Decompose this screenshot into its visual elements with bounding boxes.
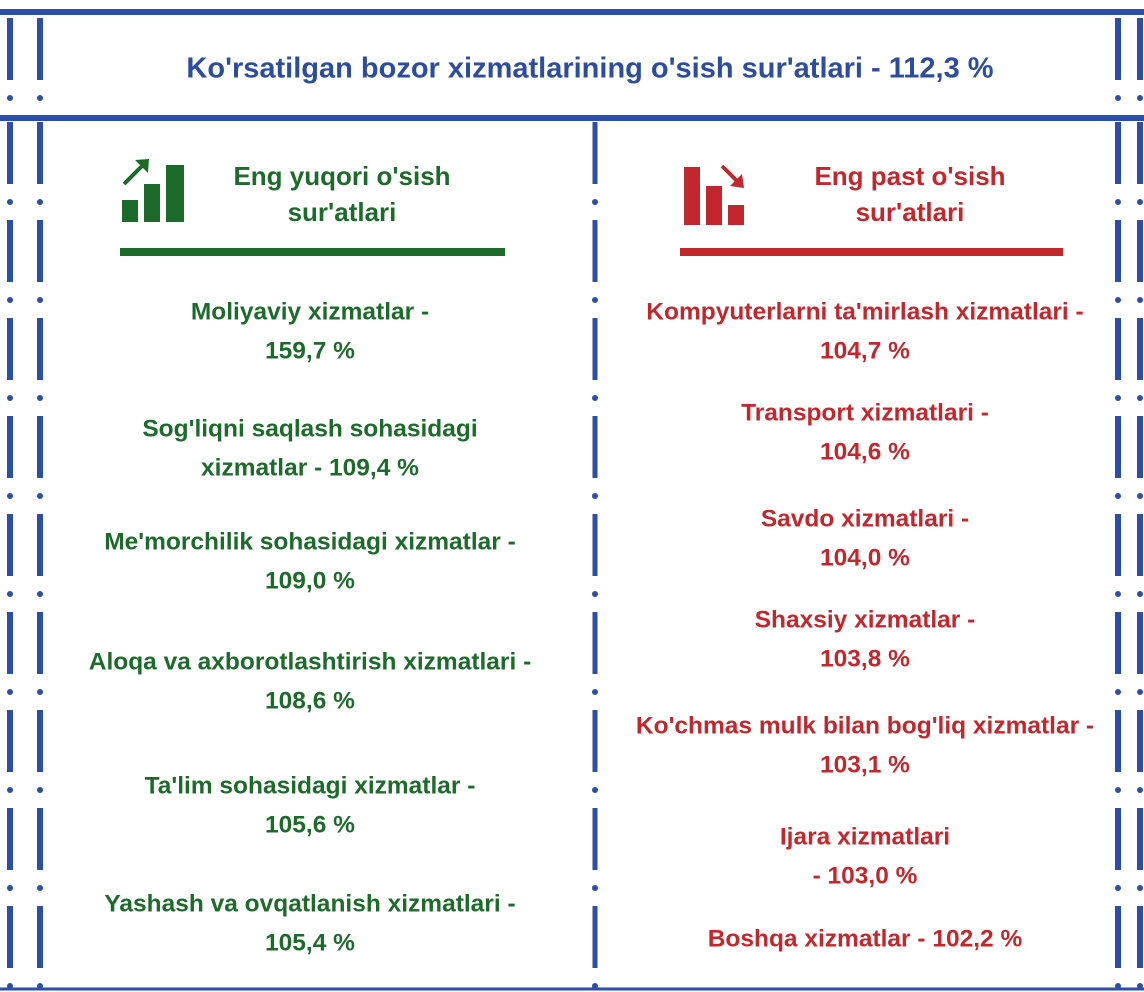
service-item: 104,0 % [820, 544, 910, 571]
title: Ko'rsatilgan bozor xizmatlarining o'sish… [186, 53, 993, 85]
border-dot [592, 983, 598, 989]
service-item: 108,6 % [265, 687, 355, 714]
border-dot [592, 297, 598, 303]
border-dot [37, 885, 43, 891]
border-dot [7, 983, 13, 989]
border-dot [7, 787, 13, 793]
border-dot [1137, 885, 1143, 891]
service-item: Ijara xizmatlari [780, 823, 950, 850]
service-item: 105,4 % [265, 929, 355, 956]
border-dot [592, 689, 598, 695]
section-heading: sur'atlari [288, 197, 397, 227]
service-item: 105,6 % [265, 811, 355, 838]
border-dot [1137, 297, 1143, 303]
border-dot [37, 297, 43, 303]
border-dot [1115, 297, 1121, 303]
border-dot [592, 395, 598, 401]
section-heading: sur'atlari [856, 197, 965, 227]
service-item: 109,0 % [265, 567, 355, 594]
border-dot [37, 983, 43, 989]
service-item: Shaxsiy xizmatlar - [755, 606, 976, 633]
section-heading: Eng past o'sish [814, 161, 1005, 191]
border-dot [7, 689, 13, 695]
border-dot [7, 297, 13, 303]
border-dot [7, 493, 13, 499]
border-dot [1137, 591, 1143, 597]
service-item: Aloqa va axborotlashtirish xizmatlari - [89, 648, 531, 675]
service-item: Moliyaviy xizmatlar - [191, 298, 429, 325]
border-dot [37, 395, 43, 401]
border-dot [1137, 983, 1143, 989]
border-dot [1115, 95, 1121, 101]
border-dot [37, 493, 43, 499]
service-item: 104,7 % [820, 337, 910, 364]
service-item: Ko'chmas mulk bilan bog'liq xizmatlar - [636, 712, 1094, 739]
service-item: - 103,0 % [813, 862, 918, 889]
border-dot [1115, 983, 1121, 989]
border-dot [1137, 493, 1143, 499]
service-item: 159,7 % [265, 337, 355, 364]
service-item: xizmatlar - 109,4 % [201, 454, 419, 481]
border-dot [37, 591, 43, 597]
border-dot [592, 199, 598, 205]
border-dot [1137, 95, 1143, 101]
service-item: Savdo xizmatlari - [761, 505, 969, 532]
service-item: 103,8 % [820, 645, 910, 672]
border-dot [592, 885, 598, 891]
section-heading: Eng yuqori o'sish [233, 161, 450, 191]
border-dot [7, 591, 13, 597]
service-item: 104,6 % [820, 438, 910, 465]
decline-icon [684, 164, 744, 225]
border-dot [1115, 395, 1121, 401]
border-dot [7, 199, 13, 205]
border-dot [1115, 885, 1121, 891]
border-dot [7, 395, 13, 401]
service-item: Me'morchilik sohasidagi xizmatlar - [104, 528, 516, 555]
service-item: Kompyuterlarni ta'mirlash xizmatlari - [646, 298, 1083, 325]
border-dot [1115, 493, 1121, 499]
border-dot [7, 95, 13, 101]
service-item: Sog'liqni saqlash sohasidagi [142, 415, 477, 442]
border-dot [1137, 395, 1143, 401]
service-item: Ta'lim sohasidagi xizmatlar - [145, 772, 476, 799]
border-dot [37, 787, 43, 793]
border-dot [1137, 199, 1143, 205]
border-dot [592, 493, 598, 499]
border-dot [1115, 689, 1121, 695]
border-dot [1115, 591, 1121, 597]
growth-icon [122, 159, 184, 222]
border-dot [37, 95, 43, 101]
border-dot [1137, 689, 1143, 695]
service-item: 103,1 % [820, 751, 910, 778]
border-dot [1137, 787, 1143, 793]
service-item: Yashash va ovqatlanish xizmatlari - [104, 890, 515, 917]
service-item: Transport xizmatlari - [741, 399, 989, 426]
border-dot [37, 689, 43, 695]
border-dot [37, 199, 43, 205]
service-item: Boshqa xizmatlar - 102,2 % [708, 925, 1023, 952]
border-dot [7, 885, 13, 891]
border-dot [1115, 787, 1121, 793]
border-dot [592, 591, 598, 597]
border-dot [1115, 199, 1121, 205]
border-dot [592, 787, 598, 793]
frame [0, 9, 1144, 991]
